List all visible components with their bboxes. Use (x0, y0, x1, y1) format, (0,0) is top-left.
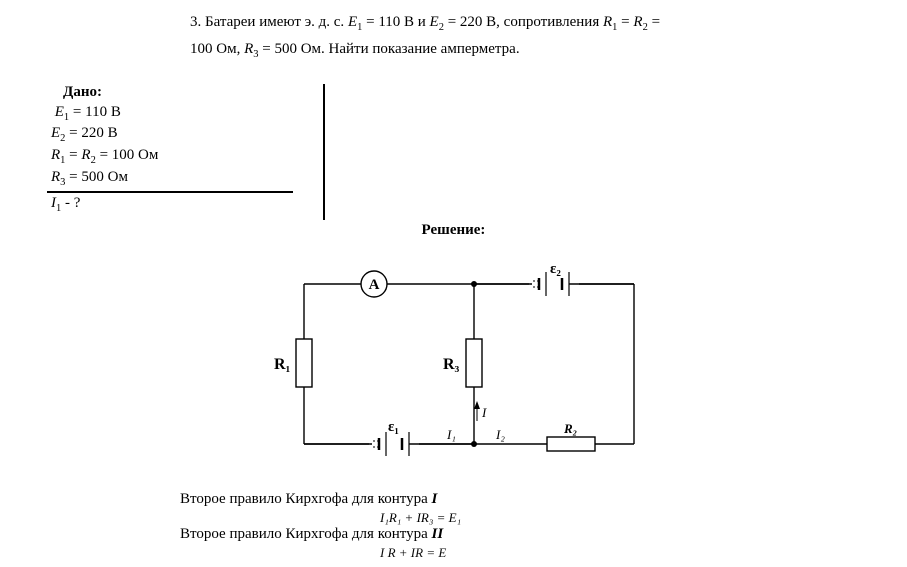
resistor-R3 (466, 339, 482, 387)
given-title: Дано: (63, 84, 293, 101)
resistor-R2 (547, 437, 595, 451)
val: = 110 В (69, 104, 121, 120)
text: = (648, 14, 660, 30)
val: = 500 Ом (65, 169, 128, 185)
kirch-eq-2-truncated: I R + IR = E (380, 545, 882, 561)
given-R1R2: R1 = R2 = 100 Ом (45, 146, 293, 168)
problem-number: 3. (190, 14, 201, 30)
val: = 100 Ом (96, 147, 159, 163)
sym: R (51, 169, 60, 185)
text: Батареи имеют э. д. с. (205, 14, 348, 30)
given-hline (47, 191, 293, 193)
kirch-line-2: Второе правило Кирхгофа для контура II (180, 526, 882, 543)
eq: = (65, 147, 81, 163)
sym: R (51, 147, 60, 163)
given-vline (323, 84, 325, 220)
I2-label: I₂ (495, 427, 505, 442)
R2-label: R₂ (563, 421, 577, 436)
circuit-container: A R₁ R₃ R₂ ε₁ ε (25, 249, 882, 479)
E2: E (430, 14, 439, 30)
R2: R (633, 14, 642, 30)
R3-label: R₃ (443, 356, 460, 373)
given-R3: R3 = 500 Ом (45, 168, 293, 190)
problem-line1: 3. Батареи имеют э. д. с. E1 = 110 В и E… (190, 10, 882, 37)
text: = 220 В, сопротивления (444, 14, 603, 30)
given-section: Дано: E1 = 110 В E2 = 220 В R1 = R2 = 10… (45, 84, 882, 215)
loop-I: I (432, 491, 438, 507)
loop-II: II (432, 526, 444, 542)
eps2-label: ε₂ (550, 261, 561, 277)
text: = 110 В и (362, 14, 429, 30)
E1: E (348, 14, 357, 30)
eps1-label: ε₁ (388, 419, 399, 435)
arrowhead-I (474, 401, 480, 409)
I1-label: I₁ (446, 427, 456, 442)
sym2: R (81, 147, 90, 163)
kirch-line-1: Второе правило Кирхгофа для контура I (180, 491, 882, 508)
val: = 220 В (65, 125, 117, 141)
solution-title: Решение: (25, 222, 882, 239)
I-label: I (481, 405, 487, 420)
text: = 500 Ом. Найти показание амперметра. (259, 41, 520, 57)
text: Второе правило Кирхгофа для контура (180, 526, 432, 542)
text: = (617, 14, 633, 30)
problem-statement: 3. Батареи имеют э. д. с. E1 = 110 В и E… (190, 10, 882, 64)
given-E1: E1 = 110 В (45, 103, 293, 125)
problem-line2: 100 Ом, R3 = 500 Ом. Найти показание амп… (190, 37, 882, 64)
text: 100 Ом, (190, 41, 244, 57)
sym: E (55, 104, 64, 120)
circuit-diagram: A R₁ R₃ R₂ ε₁ ε (264, 249, 644, 479)
R1-label: R₁ (274, 356, 291, 373)
sym: E (51, 125, 60, 141)
given-E2: E2 = 220 В (45, 124, 293, 146)
R3: R (244, 41, 253, 57)
kirch-eq-1: I₁R₁ + IR₃ = E₁ (380, 510, 882, 526)
resistor-R1 (296, 339, 312, 387)
find-line: I1 - ? (45, 195, 293, 214)
given-column: Дано: E1 = 110 В E2 = 220 В R1 = R2 = 10… (45, 84, 323, 215)
R1: R (603, 14, 612, 30)
kirchhoff-section: Второе правило Кирхгофа для контура I I₁… (180, 491, 882, 561)
q: - ? (61, 195, 80, 211)
ammeter-label: A (368, 277, 379, 293)
text: Второе правило Кирхгофа для контура (180, 491, 432, 507)
